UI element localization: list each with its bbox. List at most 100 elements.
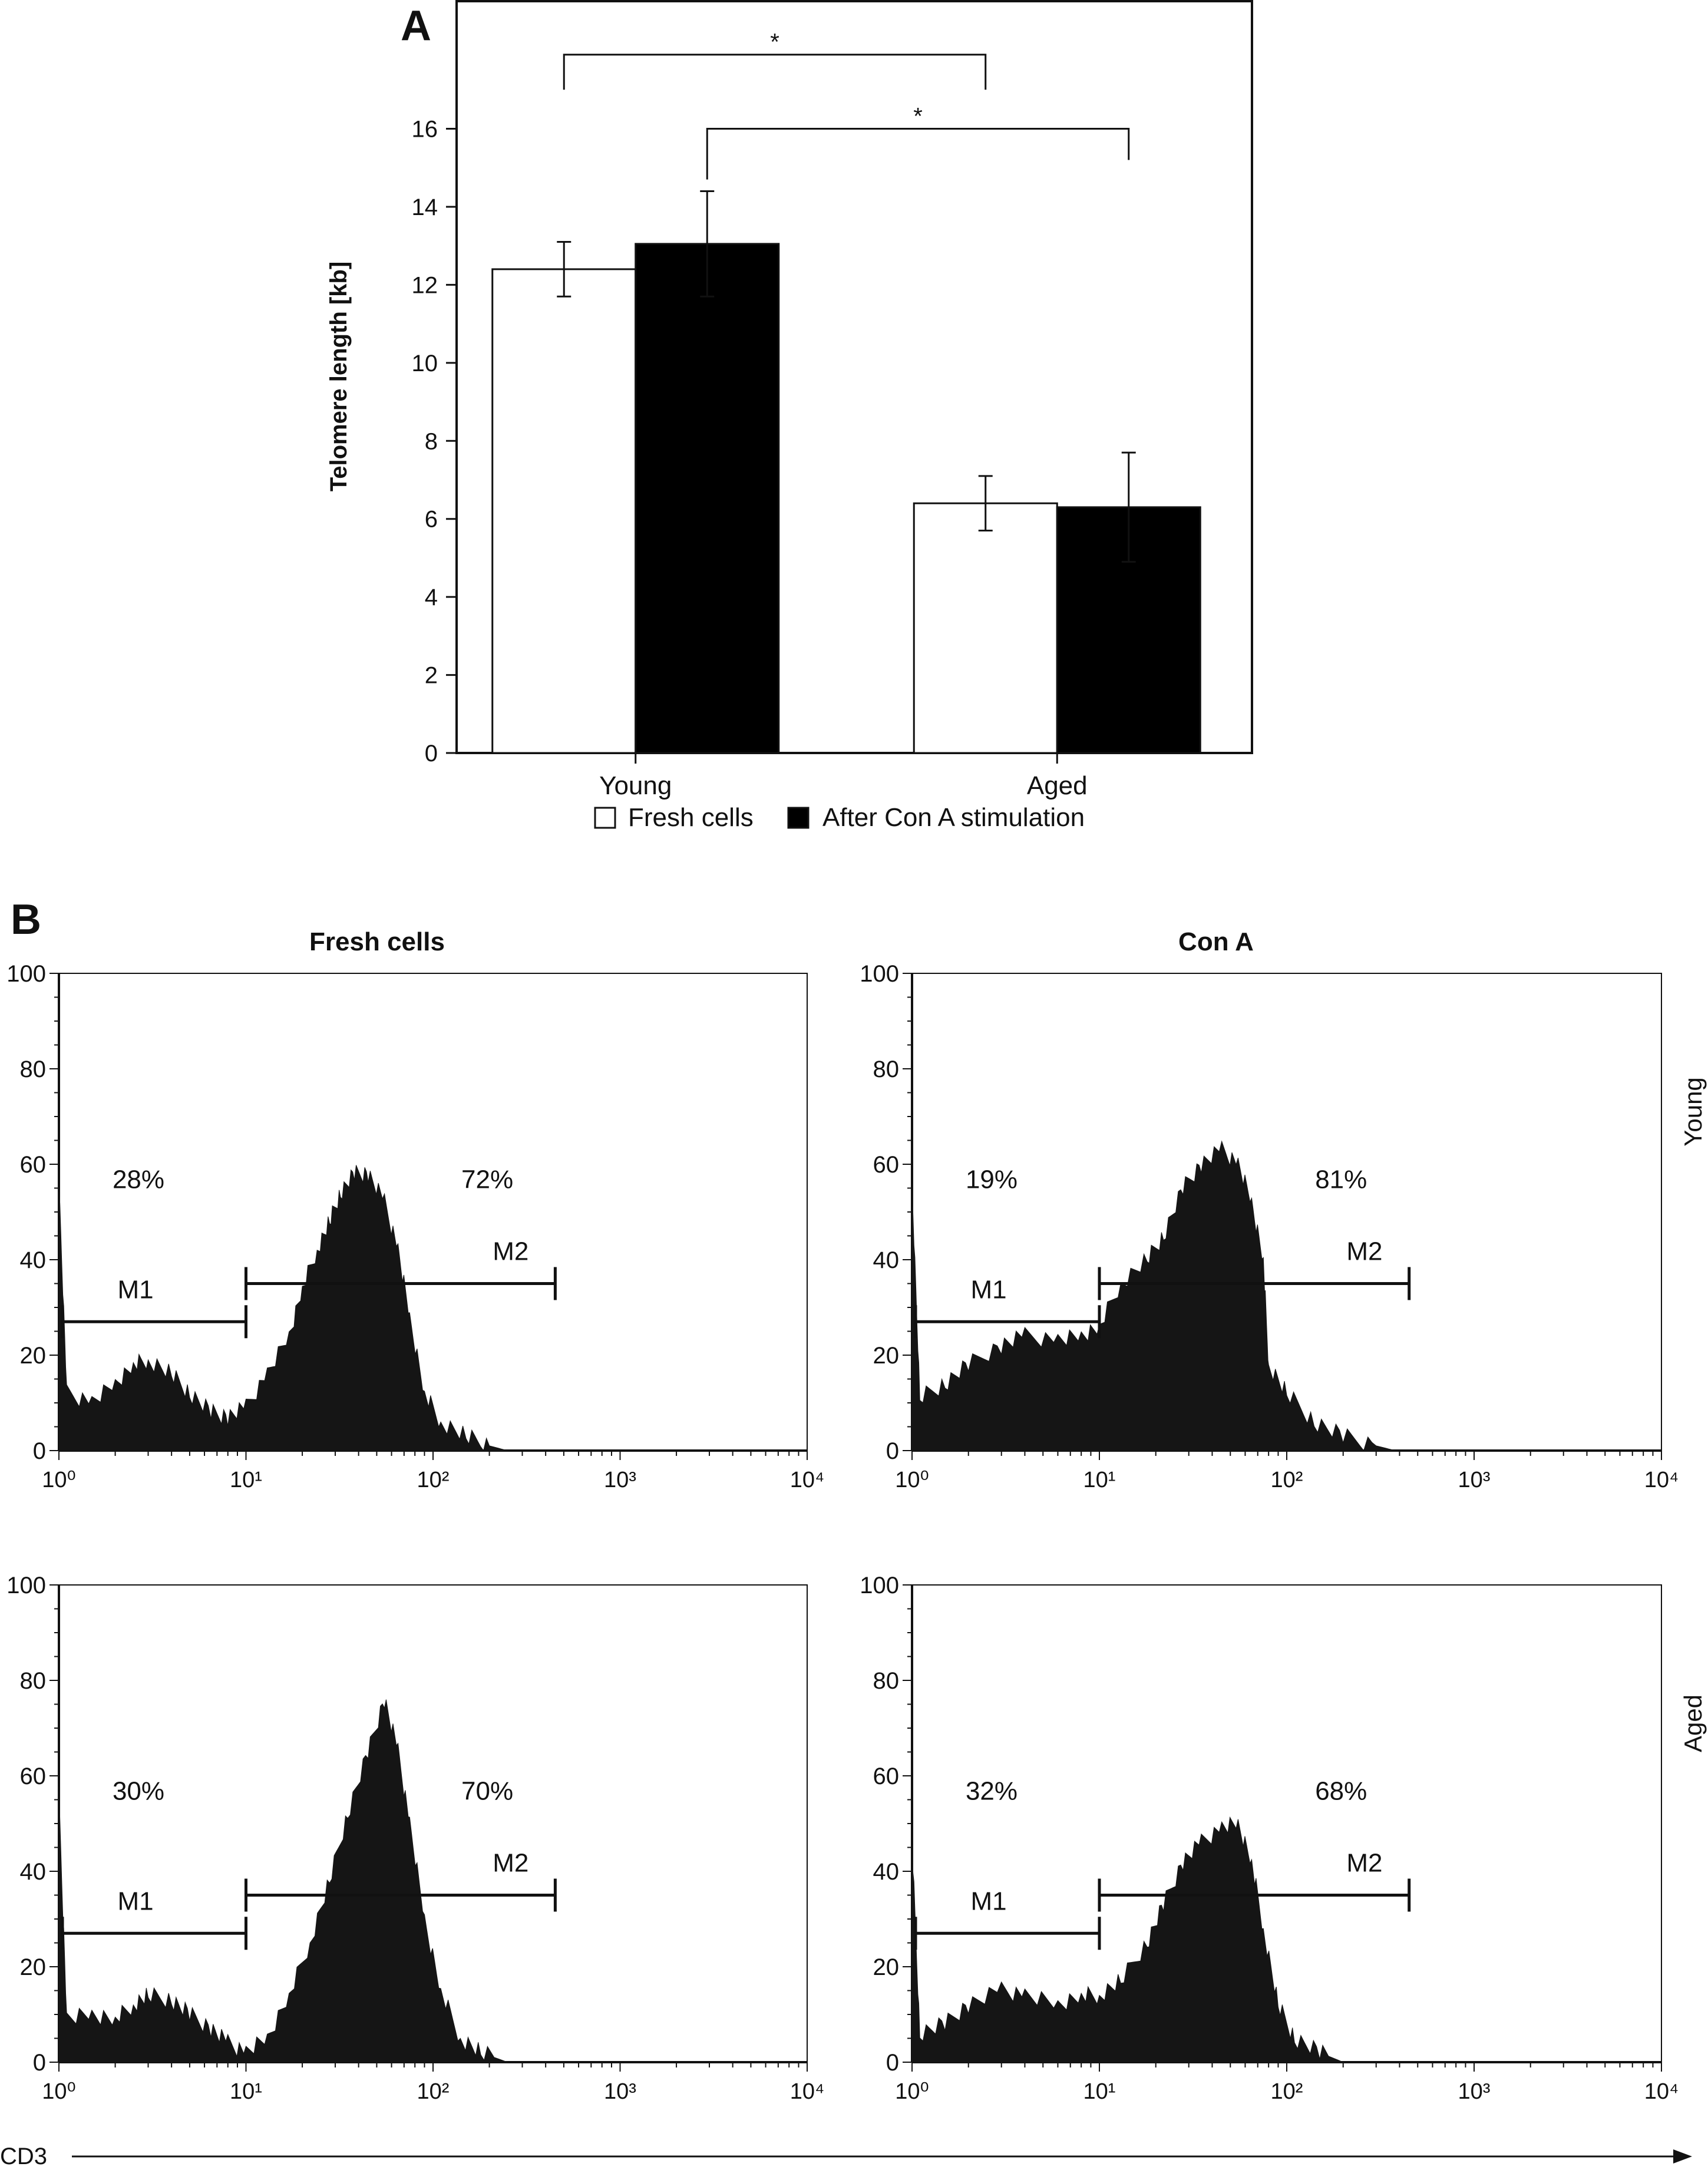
marker-percent: 68% bbox=[1315, 1777, 1367, 1806]
significance-bracket bbox=[706, 128, 1130, 180]
x-tick-label: 10⁴ bbox=[790, 1468, 825, 1492]
y-tick-label: 0 bbox=[425, 741, 438, 767]
y-tick-label: 8 bbox=[425, 428, 438, 454]
x-tick-label: 10¹ bbox=[1083, 2079, 1116, 2104]
x-tick-label: 10² bbox=[1271, 2079, 1303, 2104]
x-tick-label: 10³ bbox=[1458, 1468, 1491, 1492]
marker-percent: 81% bbox=[1315, 1165, 1367, 1194]
marker-percent: 72% bbox=[461, 1165, 513, 1194]
x-tick-label: 10³ bbox=[1458, 2079, 1491, 2104]
x-tick-label: 10³ bbox=[604, 2079, 636, 2104]
legend-label-cona: After Con A stimulation bbox=[822, 803, 1085, 832]
y-tick-label: 60 bbox=[873, 1152, 900, 1178]
x-tick-label: 10² bbox=[417, 2079, 450, 2104]
marker-percent: 70% bbox=[461, 1777, 513, 1806]
legend-label-fresh: Fresh cells bbox=[628, 803, 754, 832]
y-tick-label: 0 bbox=[886, 2050, 899, 2076]
y-tick-label: 80 bbox=[20, 1056, 47, 1082]
histogram-young-cona: 0 20 40 60 80 100 10⁰ 10¹ 10² 10³ 10⁴ M1 19% M2 81% bbox=[860, 961, 1679, 1492]
plot-frame bbox=[455, 0, 1253, 754]
panel-a-letter: A bbox=[401, 2, 431, 49]
x-tick-label: 10⁴ bbox=[1644, 2079, 1679, 2104]
x-axis-label: CD3 bbox=[0, 2143, 47, 2169]
y-tick-label: 0 bbox=[33, 1438, 46, 1464]
y-tick-label: 40 bbox=[873, 1859, 900, 1885]
bar-chart-panel-a: 0 2 4 6 8 10 12 14 16 Telomere length [kb] Young Ag… bbox=[326, 0, 1253, 832]
panel-b-letter: B bbox=[11, 896, 41, 943]
x-tick-label: 10⁴ bbox=[1644, 1468, 1679, 1492]
row-label: Young bbox=[1679, 1077, 1707, 1147]
y-tick-label: 80 bbox=[873, 1056, 900, 1082]
marker-label: M2 bbox=[493, 1237, 528, 1266]
x-tick-label: 10² bbox=[1271, 1468, 1303, 1492]
y-tick-label: 100 bbox=[6, 961, 46, 987]
y-tick-label: 40 bbox=[873, 1247, 900, 1273]
y-tick-label: 80 bbox=[20, 1668, 47, 1694]
marker-label: M2 bbox=[493, 1849, 528, 1878]
histogram-aged-fresh: 0 20 40 60 80 100 10⁰ 10¹ 10² 10³ 10⁴ M1 30% M2 70% bbox=[6, 1573, 824, 2104]
y-tick-label: 20 bbox=[20, 1343, 47, 1369]
x-category-label: Young bbox=[599, 771, 672, 800]
x-tick-label: 10¹ bbox=[1083, 1468, 1116, 1492]
x-tick-label: 10⁰ bbox=[895, 2079, 929, 2104]
histogram-area bbox=[58, 1699, 508, 2063]
y-tick-label: 80 bbox=[873, 1668, 900, 1694]
y-tick-label: 20 bbox=[873, 1343, 900, 1369]
y-tick-label: 60 bbox=[873, 1763, 900, 1789]
y-tick-label: 0 bbox=[886, 1438, 899, 1464]
histogram-area bbox=[58, 1165, 508, 1452]
marker-percent: 32% bbox=[966, 1777, 1017, 1806]
x-tick-label: 10³ bbox=[604, 1468, 636, 1492]
y-tick-label: 20 bbox=[20, 1954, 47, 1980]
significance-star: * bbox=[913, 104, 923, 130]
histogram-panel-b: Fresh cells Con A Young Aged 0 20 40 60 80 100 10⁰… bbox=[0, 927, 1707, 2169]
histogram-aged-cona: 0 20 40 60 80 100 10⁰ 10¹ 10² 10³ 10⁴ M1 32% M2 68% bbox=[860, 1573, 1679, 2104]
y-tick-label: 40 bbox=[20, 1859, 47, 1885]
y-tick-label: 10 bbox=[412, 351, 438, 376]
column-title: Fresh cells bbox=[309, 927, 445, 956]
x-tick-label: 10² bbox=[417, 1468, 450, 1492]
x-tick-label: 10¹ bbox=[230, 1468, 262, 1492]
y-tick-label: 100 bbox=[6, 1573, 46, 1598]
x-tick-label: 10⁰ bbox=[42, 1468, 76, 1492]
marker-percent: 19% bbox=[966, 1165, 1017, 1194]
x-tick-label: 10⁰ bbox=[895, 1468, 929, 1492]
column-title: Con A bbox=[1178, 927, 1254, 956]
bar-young-cona bbox=[635, 243, 780, 754]
histogram-area bbox=[911, 1140, 1396, 1452]
marker-label: M2 bbox=[1346, 1237, 1382, 1266]
x-tick-label: 10⁰ bbox=[42, 2079, 76, 2104]
y-tick-label: 2 bbox=[425, 663, 438, 689]
y-tick-label: 4 bbox=[425, 584, 438, 610]
marker-label: M2 bbox=[1346, 1849, 1382, 1878]
row-label: Aged bbox=[1679, 1695, 1707, 1752]
y-tick-label: 60 bbox=[20, 1152, 47, 1178]
x-axis-arrow-head bbox=[1673, 2149, 1692, 2164]
y-tick-label: 16 bbox=[412, 117, 438, 143]
y-tick-label: 40 bbox=[20, 1247, 47, 1273]
y-tick-label: 100 bbox=[860, 961, 899, 987]
bar-young-fresh bbox=[491, 268, 637, 754]
y-tick-label: 14 bbox=[412, 194, 438, 220]
y-tick-label: 100 bbox=[860, 1573, 899, 1598]
marker-label: M1 bbox=[970, 1275, 1006, 1304]
significance-star: * bbox=[770, 29, 779, 55]
y-tick-label: 0 bbox=[33, 2050, 46, 2076]
y-axis-label: Telomere length [kb] bbox=[326, 262, 352, 491]
y-tick-label: 20 bbox=[873, 1954, 900, 1980]
x-tick-label: 10⁴ bbox=[790, 2079, 825, 2104]
y-tick-label: 12 bbox=[412, 272, 438, 298]
y-tick-label: 6 bbox=[425, 507, 438, 533]
y-tick-label: 60 bbox=[20, 1763, 47, 1789]
marker-percent: 28% bbox=[113, 1165, 164, 1194]
bar-aged-fresh bbox=[913, 502, 1058, 754]
marker-label: M1 bbox=[117, 1887, 153, 1915]
x-category-label: Aged bbox=[1027, 771, 1088, 800]
marker-label: M1 bbox=[117, 1275, 153, 1304]
histogram-young-fresh: 0 20 40 60 80 100 10⁰ 10¹ 10² 10³ 10⁴ M1 28% M2 72% bbox=[6, 961, 824, 1492]
marker-percent: 30% bbox=[113, 1777, 164, 1806]
significance-bracket bbox=[563, 54, 987, 90]
legend-swatch-fresh bbox=[594, 807, 616, 829]
x-tick-label: 10¹ bbox=[230, 2079, 262, 2104]
